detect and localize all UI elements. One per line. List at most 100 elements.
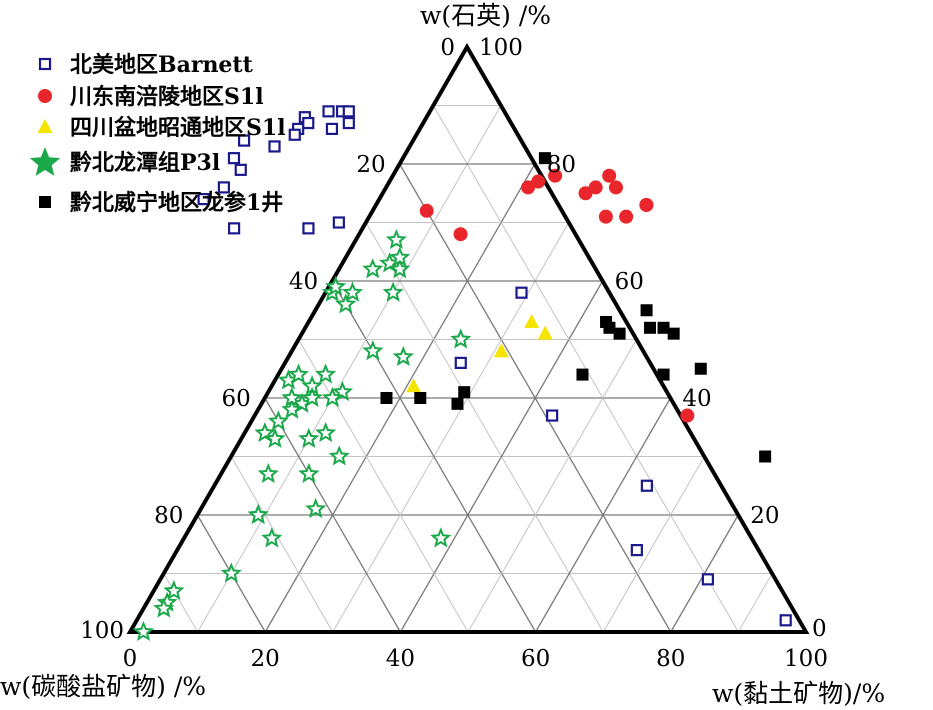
tick-bottom-80: 80 xyxy=(656,646,685,672)
right-axis-title: w(黏土矿物)/% xyxy=(712,679,885,708)
data-point-s3-36 xyxy=(132,620,155,642)
legend-marker-1 xyxy=(38,89,52,103)
legend-item-4: 黔北威宁地区龙参1井 xyxy=(39,190,283,216)
legend-label-4: 黔北威宁地区龙参1井 xyxy=(70,190,283,216)
data-point-s4-10 xyxy=(414,392,427,404)
data-point-s0-21 xyxy=(322,105,335,118)
tick-right-80: 80 xyxy=(547,152,576,178)
legend-marker-2 xyxy=(37,119,53,133)
data-point-s3-22 xyxy=(288,363,310,384)
grid-line-carbonate-70 xyxy=(230,456,334,633)
triangle-outline xyxy=(126,43,810,634)
data-point-s2-2 xyxy=(406,378,421,393)
data-point-s0-12 xyxy=(234,163,247,176)
data-point-s3-35 xyxy=(153,597,175,618)
data-point-s0-4 xyxy=(546,409,559,422)
grid-line-clay-90 xyxy=(737,573,773,633)
ternary-frame xyxy=(126,43,810,634)
series-1 xyxy=(419,168,695,423)
data-point-s3-24 xyxy=(267,410,289,431)
data-point-s4-14 xyxy=(694,362,707,375)
data-point-s1-9 xyxy=(619,209,634,224)
data-point-s1-3 xyxy=(578,186,593,201)
data-point-s3-17 xyxy=(298,462,320,484)
tick-right-40: 40 xyxy=(682,386,711,412)
data-point-s1-11 xyxy=(680,408,695,423)
tick-left-40: 40 xyxy=(289,269,318,295)
tick-right-20: 20 xyxy=(750,503,779,529)
data-point-s0-3 xyxy=(640,479,653,492)
series-0 xyxy=(197,105,792,627)
tick-right-60: 60 xyxy=(615,269,644,295)
legend-label-1: 川东南涪陵地区S1l xyxy=(69,84,264,110)
data-point-s3-16 xyxy=(281,398,303,419)
data-point-s3-32 xyxy=(220,562,242,583)
grid-line-carbonate-50 xyxy=(298,339,469,633)
data-point-s3-8 xyxy=(362,258,384,279)
tick-bottom-20: 20 xyxy=(251,646,280,672)
series-2 xyxy=(406,313,553,393)
data-point-s3-39 xyxy=(281,386,303,408)
data-point-s0-2 xyxy=(630,543,643,557)
series-4 xyxy=(380,152,772,463)
grid-line-clay-50 xyxy=(467,339,637,633)
data-point-s3-31 xyxy=(247,503,269,525)
legend-item-0: 北美地区Barnett xyxy=(38,52,254,78)
data-point-s1-8 xyxy=(639,197,654,212)
series-3 xyxy=(132,228,472,642)
data-point-s0-8 xyxy=(302,222,315,235)
grid-line-clay-70 xyxy=(602,456,705,633)
data-point-s4-1 xyxy=(640,304,653,317)
legend-marker-0 xyxy=(38,57,52,71)
data-point-s3-11 xyxy=(315,363,337,384)
data-point-s4-8 xyxy=(576,368,589,381)
data-point-s4-7 xyxy=(600,315,613,328)
tick-bottom-40: 40 xyxy=(386,646,415,672)
tick-bottom-100: 100 xyxy=(784,646,828,672)
data-point-s3-29 xyxy=(261,527,283,548)
data-point-s1-13 xyxy=(419,203,434,218)
ternary-grid xyxy=(163,105,773,633)
data-point-s0-22 xyxy=(342,116,355,130)
data-point-s3-13 xyxy=(321,386,343,408)
data-point-s4-12 xyxy=(380,392,393,404)
data-point-s0-13 xyxy=(227,152,241,165)
data-point-s0-7 xyxy=(332,216,345,229)
data-point-s0-10 xyxy=(197,193,210,206)
left-axis-title: w(碳酸盐矿物) /% xyxy=(0,672,206,701)
data-point-s0-15 xyxy=(268,140,281,153)
data-point-s4-0 xyxy=(538,152,551,165)
data-point-s0-14 xyxy=(237,134,251,147)
grid-line-clay-10 xyxy=(197,105,502,633)
data-point-s0-5 xyxy=(454,356,467,369)
data-point-s3-23 xyxy=(301,386,323,408)
legend-marker-3 xyxy=(29,147,61,176)
legend-item-3: 黔北龙潭组P3l xyxy=(29,147,220,176)
grid-line-carbonate-30 xyxy=(365,222,604,633)
data-point-s3-40 xyxy=(305,497,327,519)
legend: 北美地区Barnett 川东南涪陵地区S1l 四川盆地昭通地区S1l 黔北龙潭组P3l… xyxy=(29,52,286,216)
data-point-s3-37 xyxy=(264,427,286,448)
data-point-s2-0 xyxy=(493,343,509,358)
data-point-s4-15 xyxy=(759,450,772,463)
data-point-s4-4 xyxy=(613,327,626,340)
grid-line-carbonate-90 xyxy=(163,573,199,633)
data-point-s3-9 xyxy=(385,228,407,249)
data-point-s1-12 xyxy=(453,227,468,242)
data-point-s0-9 xyxy=(227,222,241,235)
data-point-s4-11 xyxy=(451,397,464,410)
tick-left-20: 20 xyxy=(356,152,385,178)
legend-label-2: 四川盆地昭通地区S1l xyxy=(70,115,286,141)
data-point-s3-38 xyxy=(315,421,337,443)
tick-left-corner: 100 xyxy=(80,618,124,644)
data-point-s3-0 xyxy=(450,328,472,349)
legend-item-2: 四川盆地昭通地区S1l xyxy=(37,115,286,141)
data-point-s1-10 xyxy=(598,209,613,224)
data-point-s1-6 xyxy=(608,180,623,195)
grid-line-clay-30 xyxy=(332,222,570,633)
legend-item-1: 川东南涪陵地区S1l xyxy=(38,84,264,110)
data-point-s3-2 xyxy=(362,340,384,361)
data-point-s0-6 xyxy=(515,286,528,299)
data-point-s1-1 xyxy=(531,174,546,189)
